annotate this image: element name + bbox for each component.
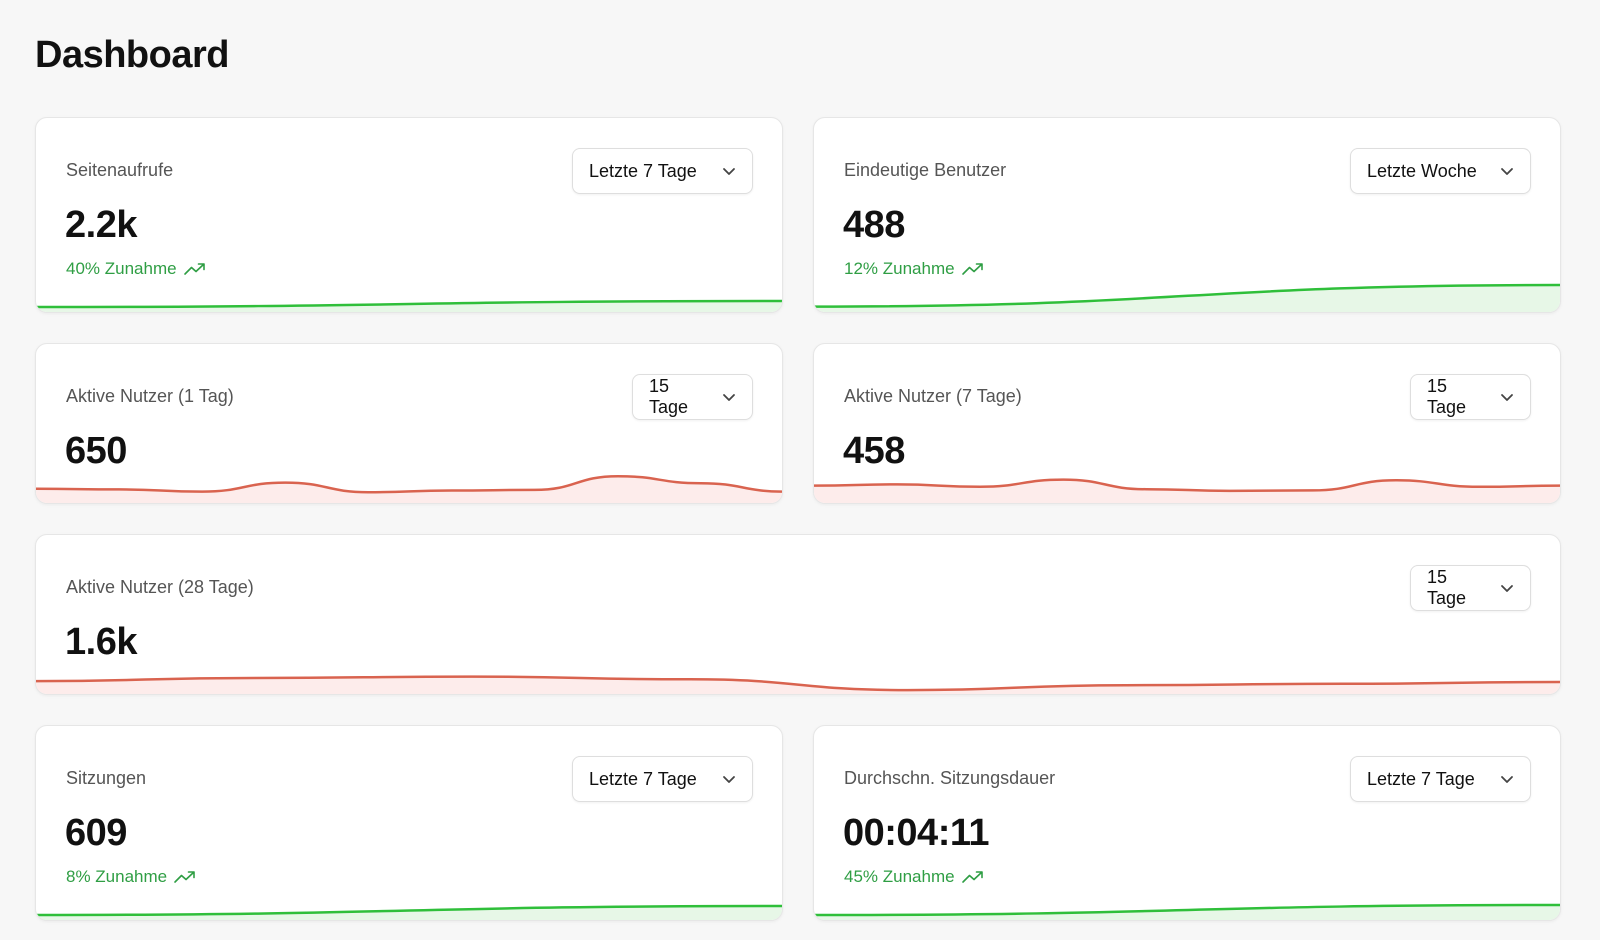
card-label: Aktive Nutzer (7 Tage) bbox=[844, 386, 1022, 406]
card-seitenaufrufe: Seitenaufrufe Letzte 7 Tage 2.2k 40% Zun… bbox=[35, 117, 783, 313]
card-label: Seitenaufrufe bbox=[66, 160, 174, 180]
sparkline bbox=[36, 299, 782, 312]
card-label: Sitzungen bbox=[66, 768, 147, 788]
card-aktive-nutzer-1-tag: Aktive Nutzer (1 Tag) 15 Tage 650 bbox=[35, 343, 783, 504]
sparkline-area bbox=[814, 479, 1560, 503]
metric-value: 458 bbox=[843, 430, 905, 472]
trend-indicator: 12% Zunahme bbox=[844, 259, 985, 279]
metric-value: 2.2k bbox=[65, 204, 137, 246]
card-aktive-nutzer-28-tage: Aktive Nutzer (28 Tage) 15 Tage 1.6k bbox=[35, 534, 1561, 695]
trend-text: 45% Zunahme bbox=[844, 867, 955, 886]
range-dropdown[interactable]: Letzte 7 Tage bbox=[1350, 756, 1531, 802]
chevron-down-icon bbox=[1500, 166, 1514, 176]
sparkline-area bbox=[814, 285, 1560, 312]
card-label: Eindeutige Benutzer bbox=[844, 160, 1007, 180]
sparkline-line bbox=[814, 283, 1560, 308]
sparkline bbox=[36, 675, 1560, 694]
trend-indicator: 45% Zunahme bbox=[844, 867, 985, 887]
trend-text: 40% Zunahme bbox=[66, 259, 177, 278]
sparkline-area bbox=[36, 301, 782, 312]
card-durchschn-sitzungsdauer: Durchschn. Sitzungsdauer Letzte 7 Tage 0… bbox=[813, 725, 1561, 921]
sparkline-area bbox=[36, 906, 782, 920]
trend-text: 8% Zunahme bbox=[66, 867, 168, 886]
trend-up-icon bbox=[961, 869, 985, 885]
range-dropdown[interactable]: 15 Tage bbox=[1410, 565, 1531, 611]
metric-value: 650 bbox=[65, 430, 127, 472]
trend-text: 12% Zunahme bbox=[844, 259, 955, 278]
sparkline-line bbox=[814, 903, 1560, 917]
trend-indicator: 8% Zunahme bbox=[66, 867, 197, 887]
range-dropdown-label: Letzte Woche bbox=[1367, 160, 1477, 181]
sparkline-line bbox=[36, 904, 782, 917]
range-dropdown-label: 15 Tage bbox=[1427, 376, 1467, 417]
range-dropdown-label: Letzte 7 Tage bbox=[589, 160, 697, 181]
sparkline bbox=[814, 478, 1560, 503]
chevron-down-icon bbox=[722, 392, 736, 402]
sparkline bbox=[814, 283, 1560, 312]
trend-up-icon bbox=[173, 869, 197, 885]
page-title: Dashboard bbox=[35, 34, 229, 76]
trend-up-icon bbox=[183, 261, 207, 277]
range-dropdown[interactable]: 15 Tage bbox=[1410, 374, 1531, 420]
card-label: Durchschn. Sitzungsdauer bbox=[844, 768, 1056, 788]
metric-value: 1.6k bbox=[65, 621, 137, 663]
card-aktive-nutzer-7-tage: Aktive Nutzer (7 Tage) 15 Tage 458 bbox=[813, 343, 1561, 504]
range-dropdown[interactable]: 15 Tage bbox=[632, 374, 753, 420]
sparkline bbox=[36, 904, 782, 920]
sparkline-line bbox=[36, 299, 782, 309]
sparkline-area bbox=[814, 905, 1560, 920]
metric-value: 609 bbox=[65, 812, 127, 854]
range-dropdown[interactable]: Letzte 7 Tage bbox=[572, 148, 753, 194]
sparkline bbox=[814, 903, 1560, 920]
card-sitzungen: Sitzungen Letzte 7 Tage 609 8% Zunahme bbox=[35, 725, 783, 921]
chevron-down-icon bbox=[1500, 774, 1514, 784]
range-dropdown-label: Letzte 7 Tage bbox=[589, 768, 697, 789]
card-label: Aktive Nutzer (1 Tag) bbox=[66, 386, 234, 406]
sparkline-line bbox=[36, 474, 782, 494]
metric-value: 488 bbox=[843, 204, 905, 246]
sparkline-line bbox=[814, 478, 1560, 493]
range-dropdown-label: 15 Tage bbox=[649, 376, 689, 417]
card-label: Aktive Nutzer (28 Tage) bbox=[66, 577, 254, 597]
range-dropdown[interactable]: Letzte 7 Tage bbox=[572, 756, 753, 802]
card-eindeutige-benutzer: Eindeutige Benutzer Letzte Woche 488 12%… bbox=[813, 117, 1561, 313]
range-dropdown[interactable]: Letzte Woche bbox=[1350, 148, 1531, 194]
sparkline-area bbox=[36, 476, 782, 503]
metric-value: 00:04:11 bbox=[843, 812, 990, 854]
range-dropdown-label: 15 Tage bbox=[1427, 567, 1467, 608]
range-dropdown-label: Letzte 7 Tage bbox=[1367, 768, 1475, 789]
chevron-down-icon bbox=[722, 166, 736, 176]
trend-indicator: 40% Zunahme bbox=[66, 259, 207, 279]
sparkline bbox=[36, 474, 782, 503]
trend-up-icon bbox=[961, 261, 985, 277]
sparkline-line bbox=[36, 675, 1560, 692]
chevron-down-icon bbox=[1500, 392, 1514, 402]
chevron-down-icon bbox=[1500, 583, 1514, 593]
chevron-down-icon bbox=[722, 774, 736, 784]
